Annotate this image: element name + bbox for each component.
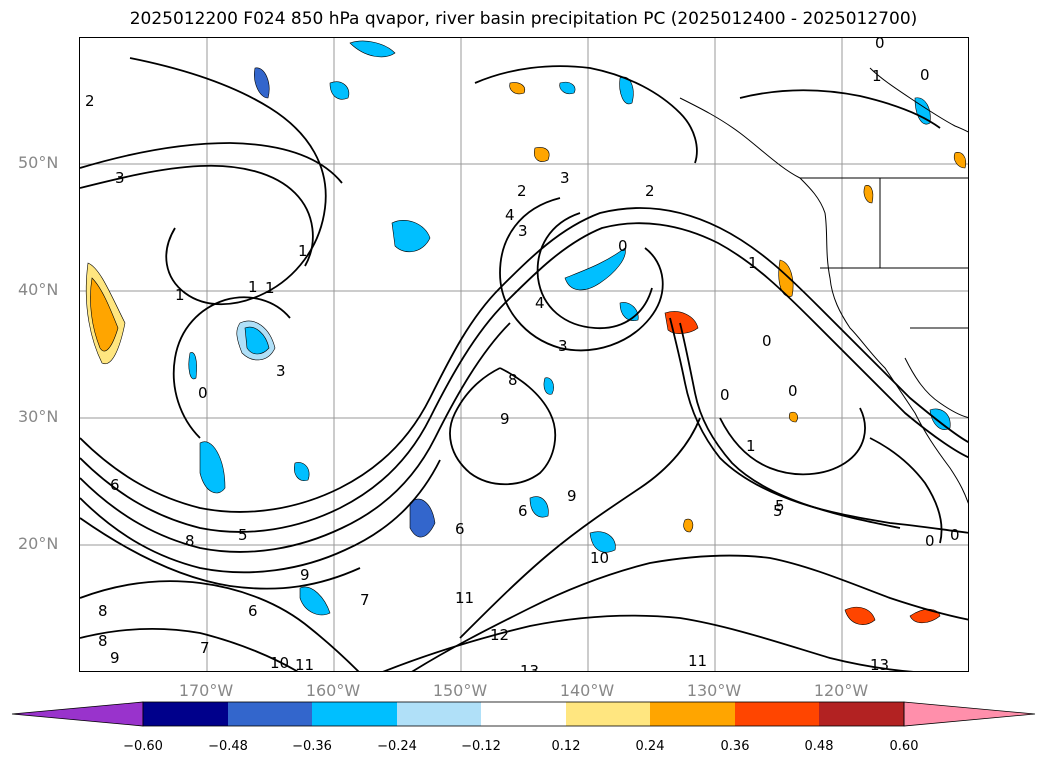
contour-label: 2 — [517, 182, 527, 200]
lat-label-40n: 40°N — [18, 280, 59, 299]
colorbar-extend-min — [11, 701, 144, 727]
contour-label: 8 — [98, 602, 108, 620]
colorbar-bin — [481, 702, 566, 726]
colorbar-bin — [566, 702, 650, 726]
contour-label: 13 — [520, 662, 539, 672]
colorbar-tick: 0.12 — [551, 739, 581, 754]
contour-label: 7 — [200, 639, 210, 657]
lon-label-140w: 140°W — [559, 681, 615, 700]
contour-label: 0 — [920, 66, 930, 84]
colorbar-bin — [819, 702, 904, 726]
contour-label: 11 — [688, 652, 707, 670]
map-panel: 2 3 3 2 4 3 2 0 1 1 1 4 3 1 0 3 8 9 6 9 … — [79, 37, 969, 672]
colorbar-outline — [142, 701, 905, 727]
lon-label-170w: 170°W — [178, 681, 234, 700]
contour-label: 0 — [198, 384, 208, 402]
contour-label: 0 — [762, 332, 772, 350]
contour-label: 3 — [558, 337, 568, 355]
contour-label: 11 — [295, 656, 314, 672]
colorbar-extend-max — [903, 701, 1036, 727]
contour-label: 6 — [455, 520, 465, 538]
contour-label: 0 — [720, 386, 730, 404]
coastlines — [679, 67, 968, 504]
contour-label: 8 — [508, 371, 518, 389]
contour-label: 1 — [298, 242, 308, 260]
colorbar-tick: 0.24 — [635, 739, 665, 754]
contour-label: 0 — [788, 382, 798, 400]
map-canvas: 2 3 3 2 4 3 2 0 1 1 1 4 3 1 0 3 8 9 6 9 … — [80, 38, 968, 672]
contour-label: 10 — [590, 549, 609, 567]
colorbar-bin — [143, 702, 228, 726]
colorbar — [11, 701, 1036, 727]
qvapor-contours — [80, 57, 968, 671]
contour-label: 0 — [618, 237, 628, 255]
contour-label: 7 — [360, 591, 370, 609]
contour-label: 8 — [185, 532, 195, 550]
colorbar-bin — [397, 702, 481, 726]
colorbar-tick: −0.60 — [123, 739, 163, 754]
contour-label: 5 — [775, 497, 785, 515]
lon-label-160w: 160°W — [305, 681, 361, 700]
contour-label: 6 — [518, 502, 528, 520]
contour-label: 6 — [248, 602, 258, 620]
contour-label: 12 — [490, 626, 509, 644]
contour-label: 9 — [567, 487, 577, 505]
colorbar-tick: −0.36 — [292, 739, 332, 754]
contour-label: 2 — [645, 182, 655, 200]
lon-label-150w: 150°W — [432, 681, 488, 700]
contour-label: 1 — [248, 278, 258, 296]
contour-label: 3 — [560, 169, 570, 187]
contour-label: 8 — [98, 632, 108, 650]
contour-label: 5 — [773, 502, 783, 520]
colorbar-bin — [228, 702, 312, 726]
colorbar-bin — [735, 702, 819, 726]
colorbar-tick: −0.12 — [461, 739, 501, 754]
contour-label: 1 — [265, 279, 275, 297]
contour-label: 1 — [872, 67, 882, 85]
contour-label: 0 — [925, 532, 935, 550]
contour-label: 11 — [455, 589, 474, 607]
lat-label-20n: 20°N — [18, 534, 59, 553]
contour-label: 3 — [518, 222, 528, 240]
contour-label: 10 — [270, 654, 289, 672]
contour-label: 9 — [110, 649, 120, 667]
contour-label: 9 — [500, 410, 510, 428]
precip-shading — [85, 40, 967, 625]
contour-label: 4 — [505, 206, 515, 224]
contour-label: 2 — [85, 92, 95, 110]
colorbar-tick: 0.60 — [889, 739, 919, 754]
contour-label: 1 — [746, 437, 756, 455]
contour-labels: 2 3 3 2 4 3 2 0 1 1 1 4 3 1 0 3 8 9 6 9 … — [85, 38, 960, 672]
colorbar-tick: 0.36 — [720, 739, 750, 754]
colorbar-tick: −0.24 — [377, 739, 417, 754]
graticule — [80, 38, 968, 671]
contour-label: 3 — [115, 169, 125, 187]
colorbar-tick: 0.48 — [804, 739, 834, 754]
colorbar-segments — [11, 701, 1036, 727]
contour-label: 0 — [950, 526, 960, 544]
colorbar-tick: −0.48 — [208, 739, 248, 754]
contour-label: 9 — [300, 566, 310, 584]
lon-label-130w: 130°W — [686, 681, 742, 700]
lat-label-30n: 30°N — [18, 407, 59, 426]
contour-label: 5 — [238, 526, 248, 544]
lat-label-50n: 50°N — [18, 153, 59, 172]
contour-label: 6 — [110, 476, 120, 494]
colorbar-bin — [650, 702, 735, 726]
contour-label: 1 — [175, 286, 185, 304]
contour-label: 1 — [748, 254, 758, 272]
lon-label-120w: 120°W — [813, 681, 869, 700]
contour-label: 3 — [276, 362, 286, 380]
contour-label: 13 — [870, 656, 889, 672]
colorbar-bin — [312, 702, 397, 726]
contour-label: 0 — [875, 38, 885, 52]
contour-label: 4 — [535, 294, 545, 312]
map-title: 2025012200 F024 850 hPa qvapor, river ba… — [129, 9, 918, 29]
